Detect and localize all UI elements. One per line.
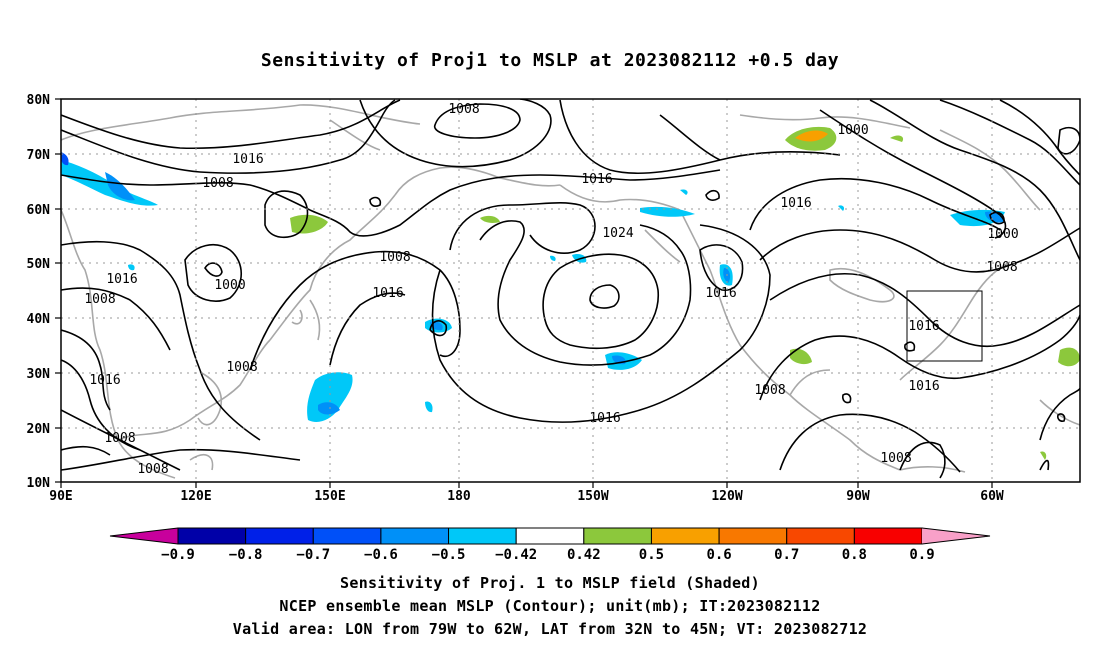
contour-label: 1008 [448,102,479,117]
mslp-contours [61,99,1080,479]
colorbar-label: 0.9 [909,547,934,563]
colorbar-label: 0.8 [842,547,867,563]
contour-label: 1000 [214,278,245,293]
lat-label: 40N [27,312,51,327]
lon-label: 180 [447,489,471,504]
contour-label: 1000 [987,227,1018,242]
colorbar-swatch [583,527,652,545]
contour-labels: 1008 1016 1008 1016 1000 1008 1008 1016 … [84,102,1018,477]
colorbar-right-arrow [922,528,990,544]
lon-label: 90W [846,489,870,504]
lat-label: 60N [27,203,51,218]
lat-label: 30N [27,367,51,382]
contour-label: 1008 [202,176,233,191]
lon-label: 60W [980,489,1004,504]
colorbar-swatch [786,527,855,545]
contour-label: 1016 [372,286,403,301]
colorbar-swatch [380,527,450,545]
contour-label: 1016 [89,373,120,388]
coastlines [61,104,1080,479]
lat-label: 10N [27,476,51,491]
contour-label: 1016 [589,411,620,426]
map-frame [60,98,1081,483]
contour-label: 1008 [104,431,135,446]
colorbar-left-arrow [110,528,178,544]
contour-label: 1008 [880,451,911,466]
contour-label: 1016 [908,379,939,394]
contour-label: 1016 [106,272,137,287]
contour-label: 1008 [137,462,168,477]
contour-label: 1016 [581,172,612,187]
lon-label: 120W [711,489,742,504]
colorbar-label: 0.6 [706,547,731,563]
contour-label: 1008 [379,250,410,265]
contour-label: 1008 [754,383,785,398]
colorbar-swatch [718,527,788,545]
colorbar-swatch [448,527,517,545]
lon-label: 120E [180,489,211,504]
caption-line-1: Sensitivity of Proj. 1 to MSLP field (Sh… [340,574,760,592]
colorbar-label: 0.42 [567,547,601,563]
latitude-labels: 80N 70N 60N 50N 40N 30N 20N 10N [27,93,51,491]
caption-line-3: Valid area: LON from 79W to 62W, LAT fro… [232,620,868,638]
chart-title: Sensitivity of Proj1 to MSLP at 20230821… [260,50,840,71]
valid-area-box [906,290,983,362]
colorbar-swatch [177,527,247,545]
colorbar-label: −0.6 [364,547,398,563]
colorbar-swatch [515,527,585,545]
contour-label: 1008 [986,260,1017,275]
colorbar-label: −0.9 [161,547,195,563]
lat-label: 20N [27,422,51,437]
longitude-labels: 90E 120E 150E 180 150W 120W 90W 60W [49,489,1004,504]
lon-label: 150E [314,489,345,504]
contour-label: 1008 [84,292,115,307]
contour-label: 1016 [705,286,736,301]
colorbar-swatch [650,527,720,545]
colorbar: −0.9 −0.8 −0.7 −0.6 −0.5 −0.42 0.42 0.5 0.6 0.7 0.… [109,527,991,563]
lon-label: 90E [49,489,72,504]
lat-label: 70N [27,148,51,163]
colorbar-swatch [245,527,314,545]
contour-label: 1016 [908,319,939,334]
axis-ticks [55,98,993,488]
colorbar-label: −0.7 [296,547,330,563]
lat-label: 80N [27,93,51,108]
colorbar-swatch [853,527,923,545]
colorbar-label: −0.5 [432,547,466,563]
contour-label: 1008 [226,360,257,375]
gridlines [61,99,1080,482]
colorbar-label: 0.7 [774,547,799,563]
colorbar-label: 0.5 [639,547,664,563]
colorbar-label: −0.8 [229,547,263,563]
contour-label: 1024 [602,226,633,241]
caption-line-2: NCEP ensemble mean MSLP (Contour); unit(… [279,597,821,615]
contour-label: 1016 [232,152,263,167]
contour-label: 1016 [780,196,811,211]
contour-label: 1000 [837,123,868,138]
colorbar-label: −0.42 [495,547,537,563]
lat-label: 50N [27,257,51,272]
colorbar-swatch [312,527,382,545]
lon-label: 150W [577,489,608,504]
